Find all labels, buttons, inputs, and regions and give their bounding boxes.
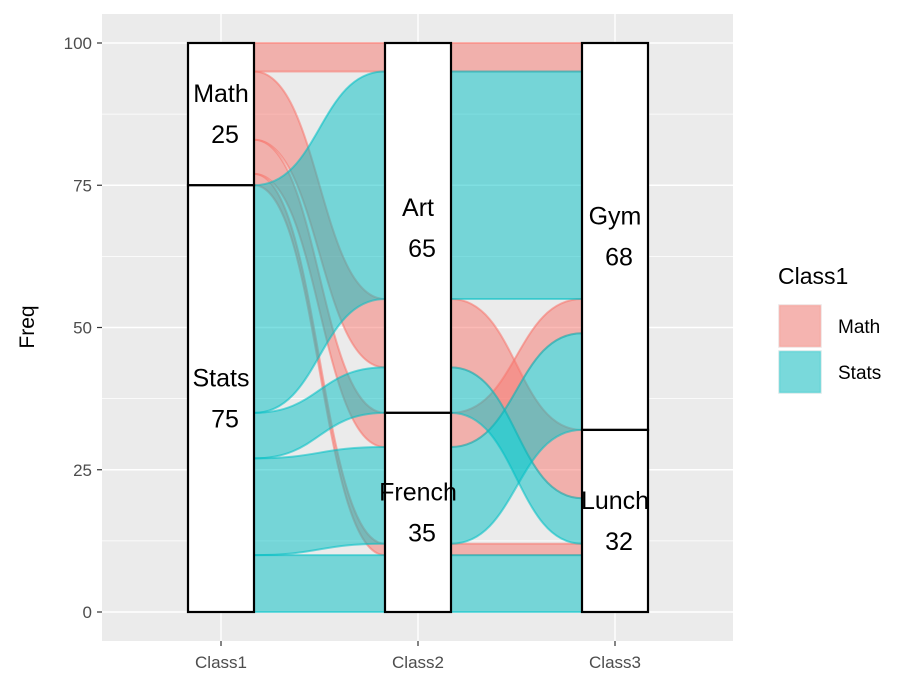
stratum-label-count: 25 xyxy=(211,121,239,149)
stratum-label-name: Gym xyxy=(589,202,642,230)
flow-stats-french-lunch-seg1 xyxy=(253,554,386,614)
stratum-label-name: Art xyxy=(402,194,434,222)
stratum-label-count: 65 xyxy=(408,235,436,263)
legend-key-math xyxy=(778,304,822,348)
flow-stats-art-gym-seg2 xyxy=(450,70,583,301)
flow-math-art-gym-seg1 xyxy=(253,41,386,73)
stratum-label-name: Stats xyxy=(193,365,250,393)
x-tick-label: Class1 xyxy=(195,653,247,672)
flow-stats-french-lunch-seg2 xyxy=(450,554,583,614)
stratum-label-count: 32 xyxy=(605,528,633,556)
stratum-math xyxy=(186,41,256,187)
legend: Class1 Math Stats xyxy=(778,263,881,394)
stratum-french xyxy=(383,411,453,614)
legend-label-math: Math xyxy=(838,317,880,338)
flow-math-art-gym-seg2 xyxy=(450,41,583,73)
strata: Math 25 Stats 75 Art 65 French 35 Gym 68 Lunch 32 xyxy=(186,41,650,614)
y-tick-label: 50 xyxy=(73,319,92,338)
y-tick-label: 0 xyxy=(83,603,92,622)
stratum-label-name: French xyxy=(379,478,457,506)
flow-stats-french-gym-seg1 xyxy=(253,445,386,557)
y-tick-label: 25 xyxy=(73,461,92,480)
stratum-gym xyxy=(580,41,650,432)
stratum-art xyxy=(383,41,453,414)
stratum-label-count: 68 xyxy=(605,243,633,271)
y-axis-title: Freq xyxy=(16,305,39,348)
y-tick-label: 100 xyxy=(64,34,92,53)
stratum-label-name: Lunch xyxy=(581,487,649,515)
stratum-label-name: Math xyxy=(193,80,249,108)
legend-title: Class1 xyxy=(778,263,848,289)
legend-key-stats xyxy=(778,350,822,394)
y-tick-label: 75 xyxy=(73,176,92,195)
stratum-lunch xyxy=(580,428,650,614)
flow-math-french-lunch-seg2 xyxy=(450,542,583,557)
y-axis: 0 25 50 75 100 xyxy=(64,34,102,622)
x-axis: Class1 Class2 Class3 xyxy=(195,641,641,672)
x-tick-label: Class2 xyxy=(392,653,444,672)
stratum-label-count: 35 xyxy=(408,519,436,547)
x-tick-label: Class3 xyxy=(589,653,641,672)
stratum-stats xyxy=(186,184,256,614)
legend-label-stats: Stats xyxy=(838,363,881,384)
stratum-label-count: 75 xyxy=(211,406,239,434)
